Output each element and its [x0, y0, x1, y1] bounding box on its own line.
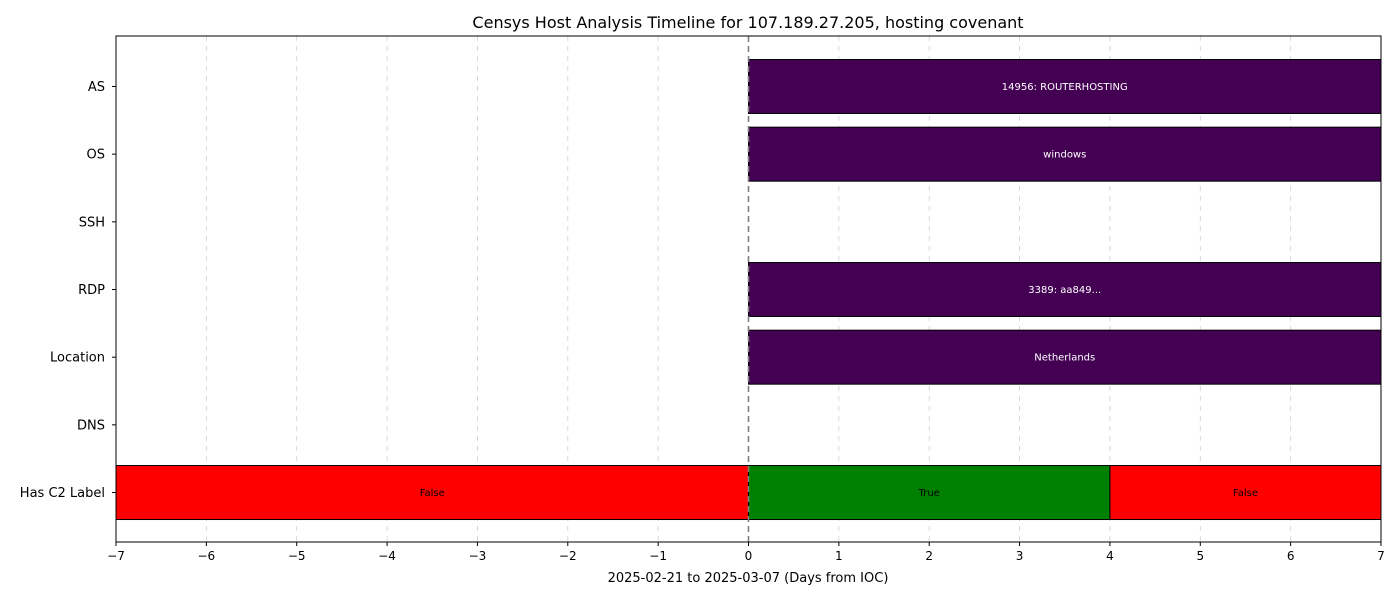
x-tick-label: 6 [1287, 549, 1295, 563]
x-tick-label: 2 [925, 549, 933, 563]
bar-label: False [1233, 488, 1258, 499]
y-tick-label: SSH [79, 215, 105, 230]
timeline-bar [748, 329, 1382, 385]
y-tick-label: AS [88, 80, 105, 95]
bar-label: True [918, 488, 940, 499]
x-tick-label: −1 [649, 549, 667, 563]
x-tick-label: 3 [1016, 549, 1024, 563]
x-tick-label: 0 [745, 549, 753, 563]
timeline-bar [748, 465, 1111, 521]
timeline-bar [748, 262, 1382, 318]
bar-label: Netherlands [1034, 353, 1095, 364]
x-axis-label: 2025-02-21 to 2025-03-07 (Days from IOC) [608, 571, 889, 586]
x-tick-label: 7 [1377, 549, 1385, 563]
bar-label: 3389: aa849... [1028, 285, 1101, 296]
bar-label: False [420, 488, 445, 499]
y-tick-label: Has C2 Label [20, 486, 105, 501]
timeline-bar [748, 59, 1382, 114]
y-axis: AS OS SSH RDP Location DNS Has C2 Label [20, 80, 116, 501]
bar-label: windows [1043, 150, 1086, 161]
timeline-bar [748, 126, 1382, 182]
timeline-bar [115, 465, 749, 521]
x-tick-label: −5 [288, 549, 306, 563]
timeline-bar [1109, 465, 1382, 521]
x-tick-label: 4 [1106, 549, 1114, 563]
x-tick-label: 5 [1196, 549, 1204, 563]
y-tick-label: DNS [77, 418, 105, 433]
x-axis: −7 −6 −5 −4 −3 −2 −1 0 1 2 3 4 5 6 7 [107, 542, 1385, 563]
chart-title: Censys Host Analysis Timeline for 107.18… [472, 13, 1023, 32]
y-tick-label: OS [87, 148, 105, 163]
x-tick-label: −3 [469, 549, 487, 563]
bars-layer: 14956: ROUTERHOSTING windows 3389: aa849..… [115, 59, 1382, 521]
x-tick-label: −2 [559, 549, 577, 563]
bar-label: 14956: ROUTERHOSTING [1002, 82, 1128, 93]
x-tick-label: 1 [835, 549, 843, 563]
y-tick-label: RDP [78, 283, 105, 298]
x-tick-label: −4 [378, 549, 396, 563]
y-tick-label: Location [50, 351, 105, 366]
x-tick-label: −7 [107, 549, 125, 563]
x-tick-label: −6 [198, 549, 216, 563]
